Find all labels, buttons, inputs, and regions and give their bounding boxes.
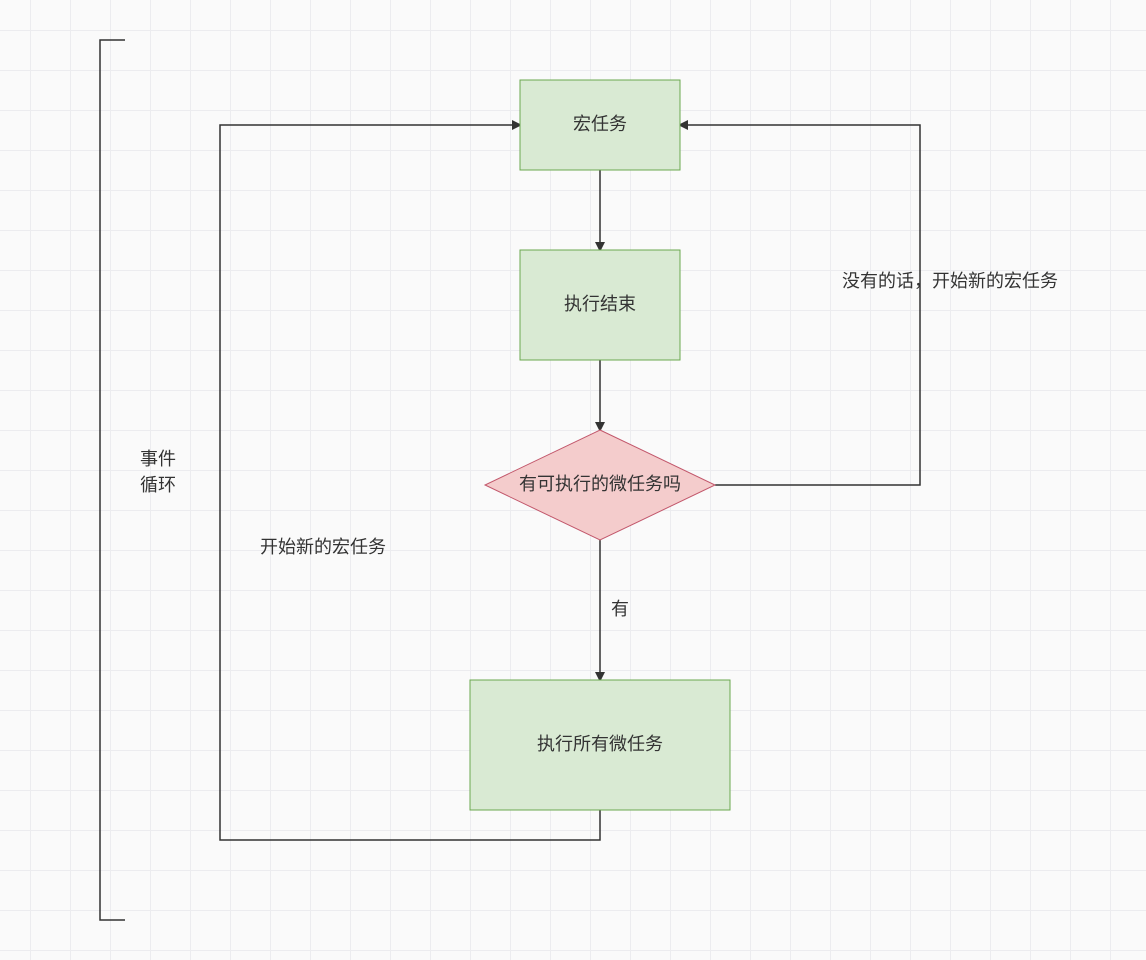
event-loop-bracket: 事件 循环 <box>100 40 176 920</box>
bracket-label-line2: 循环 <box>140 475 176 495</box>
edge-hasMicro-to-macro <box>680 125 920 485</box>
node-label-runMicro: 执行所有微任务 <box>537 734 663 754</box>
node-label-macro: 宏任务 <box>573 114 627 134</box>
node-runMicro: 执行所有微任务 <box>470 680 730 810</box>
edge-label-2: 有 <box>611 599 629 619</box>
node-label-done: 执行结束 <box>564 294 636 314</box>
node-done: 执行结束 <box>520 250 680 360</box>
edge-label-4: 没有的话，开始新的宏任务 <box>842 271 1058 291</box>
node-label-hasMicro: 有可执行的微任务吗 <box>519 474 681 494</box>
edge-label-3: 开始新的宏任务 <box>260 537 386 557</box>
flowchart-diagram: 事件 循环 有 开始新的宏任务 没有的话，开始新的宏任务 宏任务执行结束有可执行的微… <box>0 0 1146 960</box>
bracket-label-line1: 事件 <box>140 449 176 469</box>
node-hasMicro: 有可执行的微任务吗 <box>485 430 715 540</box>
node-macro: 宏任务 <box>520 80 680 170</box>
